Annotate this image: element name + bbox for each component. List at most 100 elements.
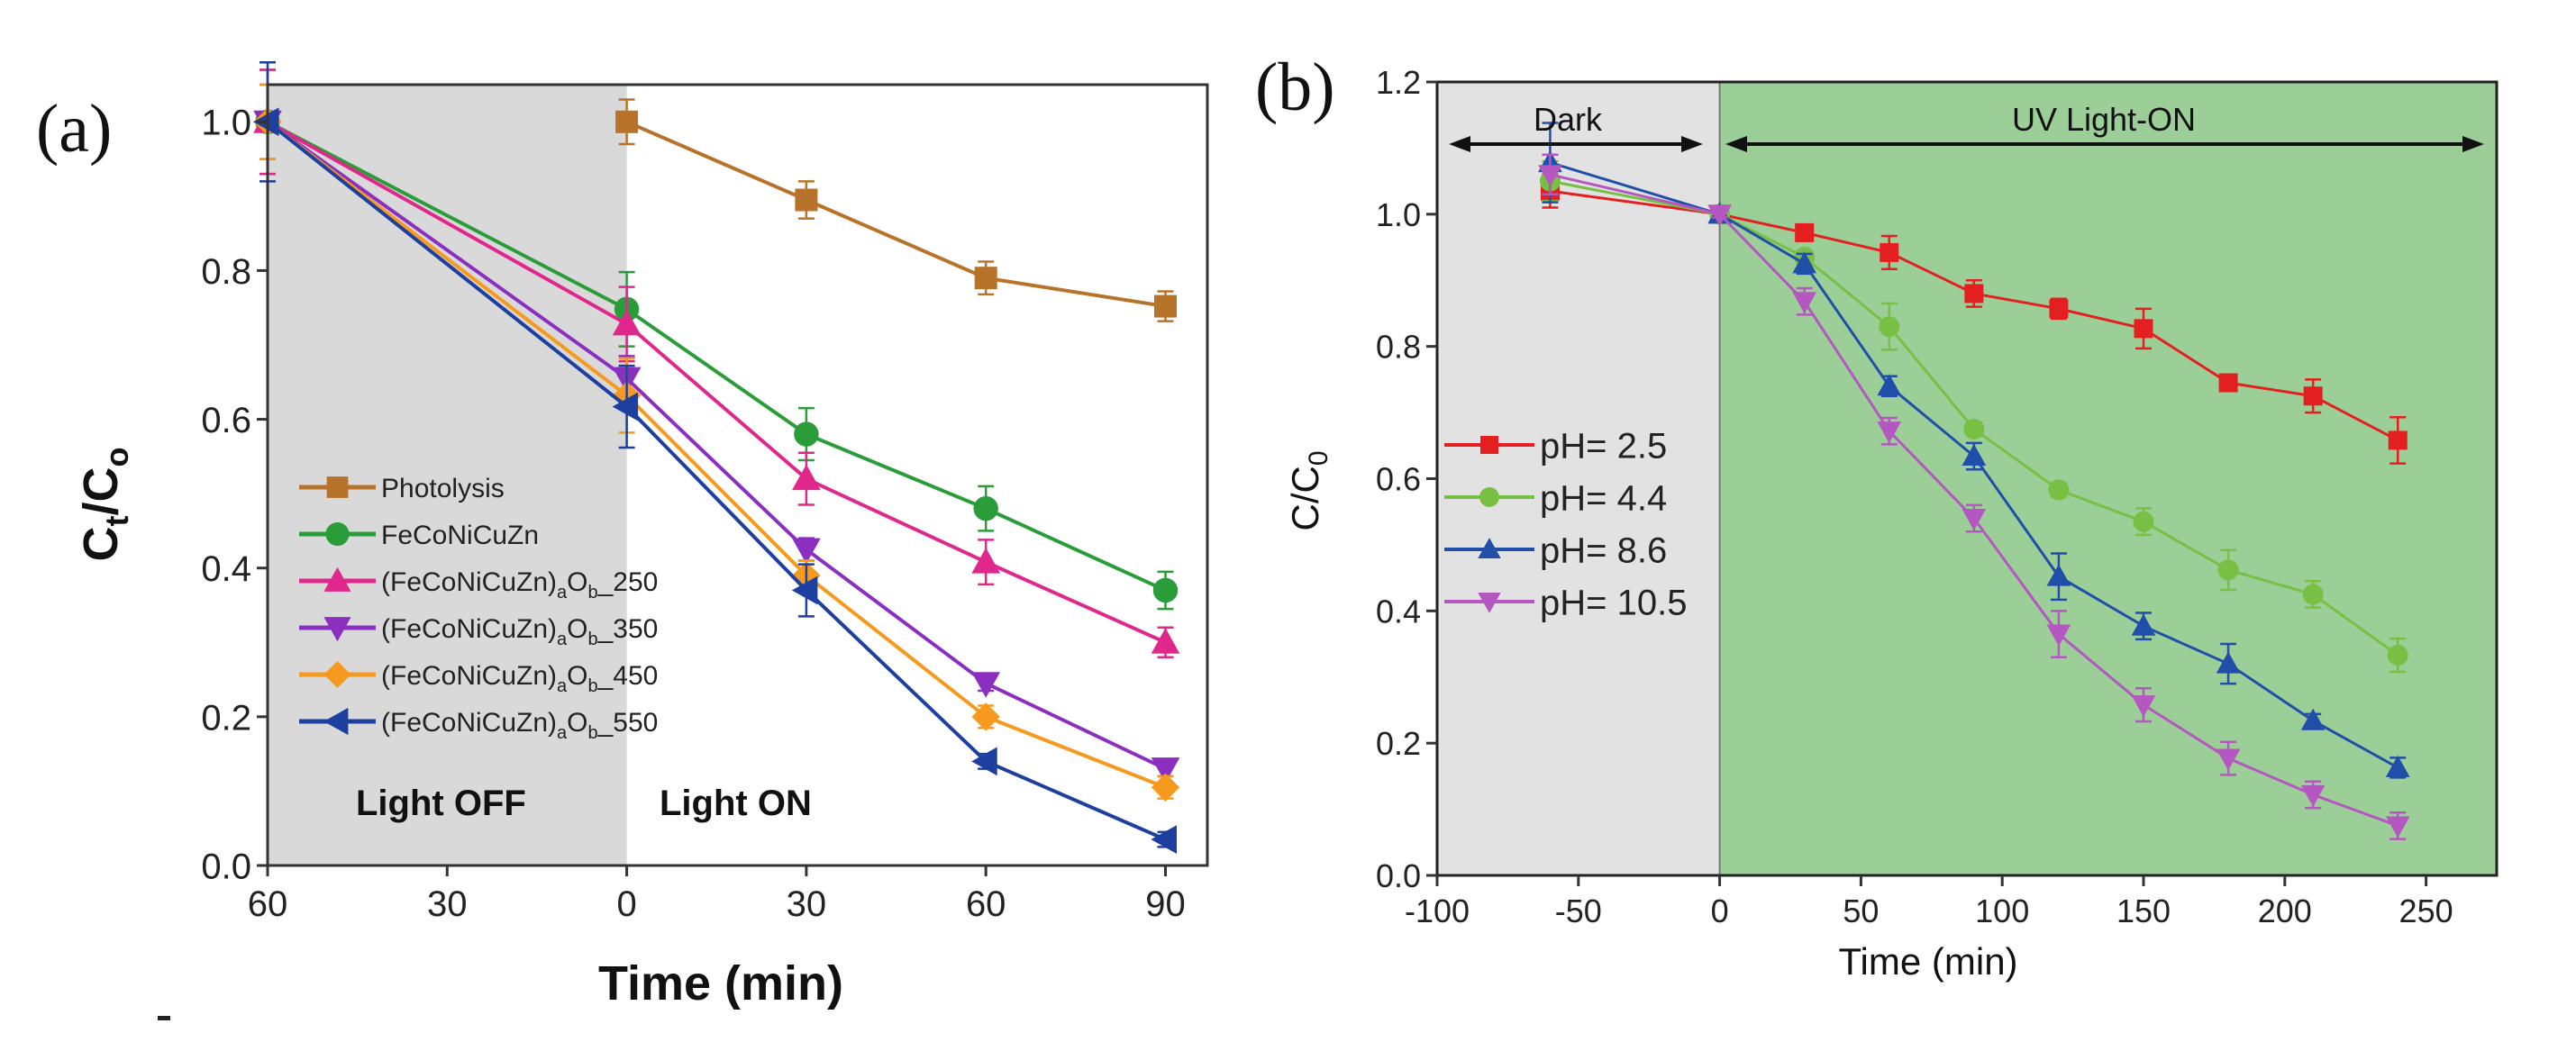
y-tick-label: 0.0 [1376,857,1421,894]
data-point [971,747,997,776]
data-point [1151,757,1180,784]
data-point [1478,593,1501,613]
series-line [1550,173,2399,828]
legend-text-part: (FeCoNiCuZn) [381,567,557,597]
legend-subscript: b [588,676,598,696]
y-tick-label: 0.2 [201,698,251,738]
dark-region [1437,82,1720,875]
legend-text-part: _450 [597,661,659,691]
y-tick-label: 0.8 [201,252,251,292]
data-point [792,464,821,491]
legend-item: Photolysis [299,474,505,503]
legend-subscript: a [557,723,568,743]
data-point [1962,509,1987,531]
data-point [971,702,1000,731]
data-point [1795,222,1815,242]
x-tick-label: -100 [1405,892,1470,929]
x-tick-label: 150 [2116,892,2171,929]
data-point [2217,559,2239,581]
legend-subscript: a [557,583,568,603]
y-title-a-sub-t: t [98,516,135,527]
x-tick-label: 30 [787,884,827,924]
legend-text-part: O [567,708,587,738]
x-tick-label: 30 [427,884,468,924]
panel-a: 60 30 0 30 60 90 0.0 0.2 0.4 0.6 0.8 1.0 (a) Light … [36,60,1209,1020]
arrow-head-right [2462,136,2484,152]
data-point [2131,695,2156,718]
data-point [2302,584,2324,605]
data-point [612,309,642,336]
data-point [2048,479,2070,501]
data-point [2134,319,2153,339]
panel-label-b: (b) [1255,50,1335,125]
legend-b: pH= 2.5 pH= 4.4 pH= 8.6 pH= 10.5 [1444,426,1687,622]
data-point [1479,487,1499,507]
series-line [625,120,1166,309]
legend-item: (FeCoNiCuZn)aOb_450 [299,661,658,696]
legend-a: PhotolysisFeCoNiCuZn(FeCoNiCuZn)aOb_250(… [299,474,658,743]
legend-item: (FeCoNiCuZn)aOb_350 [299,614,658,649]
arrow-head-left [1725,136,1747,152]
y-title-b-main: C/C [1284,466,1326,530]
y-tick-label: 0.6 [1376,460,1421,497]
dark-arrow [1449,136,1703,152]
data-point [2300,784,2326,807]
data-point [2046,624,2071,647]
data-point [1879,316,1900,338]
x-tick-label: 100 [1975,892,2029,929]
legend-subscript: a [557,630,568,649]
y-tick-label: 1.2 [1376,64,1421,101]
y-title-b-sub: 0 [1304,450,1334,466]
data-point [325,521,350,547]
data-point [1538,165,1562,187]
legend-text-part: (FeCoNiCuZn) [381,661,557,691]
y-title-a-sub-o: o [98,448,135,467]
series--feconicuzn-aob-250 [253,68,1180,659]
uv-light-on-region [1719,82,2497,875]
y-tick-label: 1.0 [201,104,251,143]
arrow-head-left [1449,136,1470,152]
x-tick-label: 90 [1145,884,1186,924]
plot-frame-a [266,83,1209,867]
y-title-a-c0: /C [74,467,128,516]
panel-label-a: (a) [36,91,112,167]
legend-subscript: b [588,630,598,649]
y-title-a-c: C [74,527,128,562]
axis-ticks-a: 60 30 0 30 60 90 0.0 0.2 0.4 0.6 0.8 1.0 [201,104,1185,924]
legend-label: (FeCoNiCuZn)aOb_350 [381,614,658,649]
data-point [971,672,1001,698]
data-point [2216,748,2241,771]
annotation-light-off: Light OFF [356,784,526,823]
data-point [2131,613,2156,636]
x-tick-label: 200 [2258,892,2312,929]
series-photolysis [615,98,1177,322]
data-point [1964,284,1984,304]
x-tick-label: 60 [248,884,288,924]
legend-subscript: a [557,676,568,696]
uv-arrow [1725,136,2484,152]
legend-label: FeCoNiCuZn [381,521,539,550]
y-tick-label: 0.8 [1376,329,1421,366]
x-tick-label: 60 [966,884,1006,924]
legend-item: pH= 8.6 [1444,530,1667,570]
legend-item: pH= 2.5 [1444,426,1667,466]
y-tick-label: 1.0 [1376,196,1421,233]
x-tick-label: 0 [616,884,636,924]
legend-subscript: b [588,583,598,603]
data-point [1792,292,1817,314]
data-point [2133,511,2154,532]
data-point [1792,251,1817,274]
legend-text-part: O [567,661,587,691]
data-point [323,566,351,592]
legend-text-part: _250 [597,567,659,597]
plot-marks-b [1538,122,2410,840]
y-axis-title-b: C/C0 [1284,450,1334,530]
data-point [792,538,821,565]
legend-text-part: (FeCoNiCuZn) [381,614,557,644]
legend-label: (FeCoNiCuZn)aOb_550 [381,708,658,743]
data-point [1877,374,1902,396]
legend-text-part: (FeCoNiCuZn) [381,708,557,738]
data-point [2385,816,2410,838]
annotation-dark: Dark [1534,101,1603,138]
